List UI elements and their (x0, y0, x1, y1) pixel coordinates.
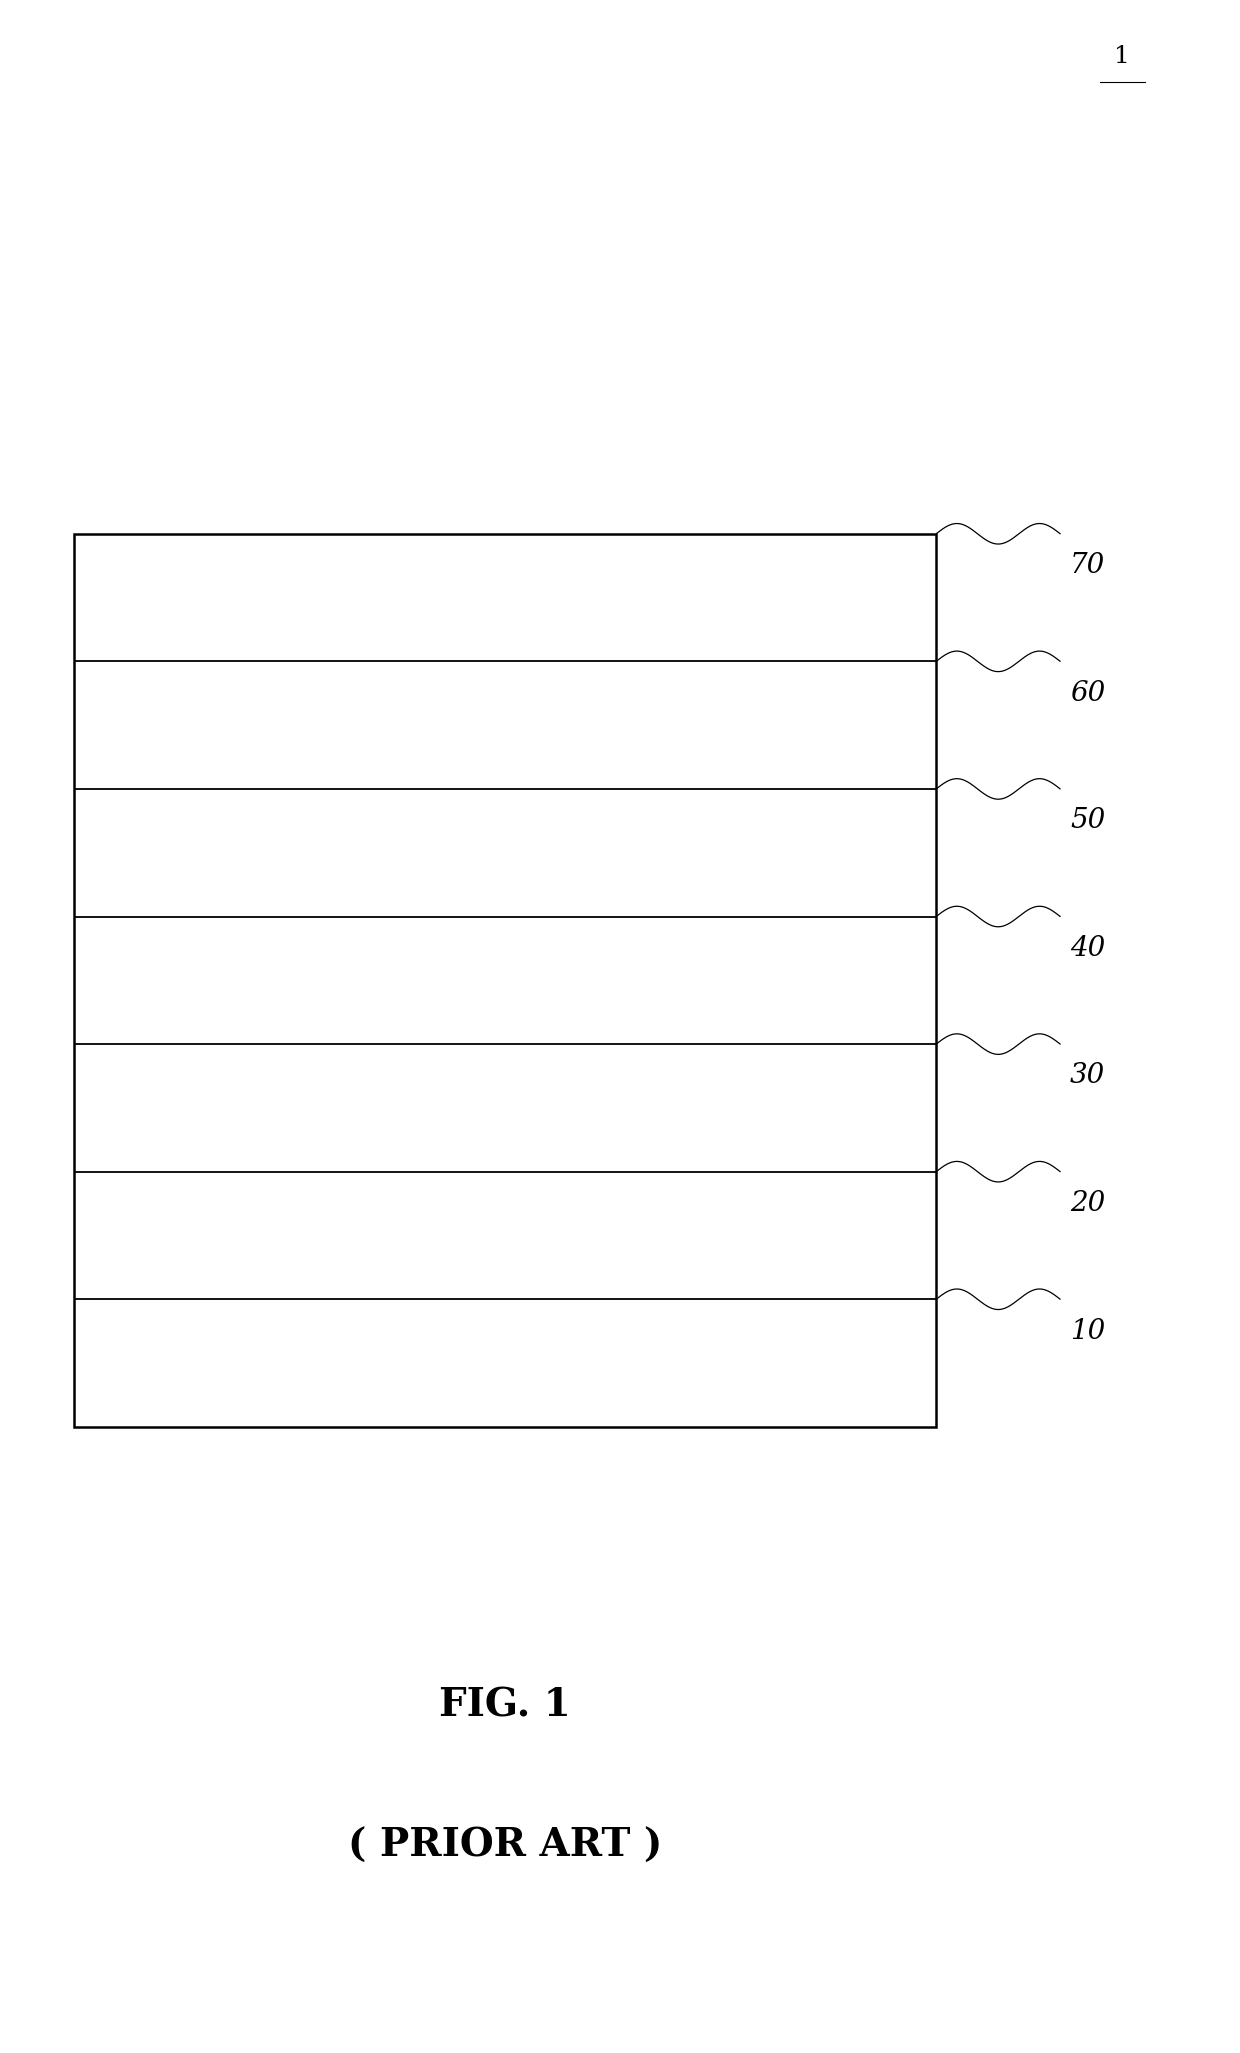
Text: 1: 1 (1115, 45, 1130, 68)
Text: 70: 70 (1070, 552, 1105, 579)
Text: 50: 50 (1070, 807, 1105, 834)
Text: 20: 20 (1070, 1191, 1105, 1217)
Text: 60: 60 (1070, 680, 1105, 706)
Text: FIG. 1: FIG. 1 (439, 1686, 572, 1725)
Text: 10: 10 (1070, 1318, 1105, 1345)
Text: 40: 40 (1070, 934, 1105, 963)
Text: ( PRIOR ART ): ( PRIOR ART ) (348, 1827, 662, 1866)
Bar (74, 534, 936, 1427)
Text: 30: 30 (1070, 1063, 1105, 1090)
